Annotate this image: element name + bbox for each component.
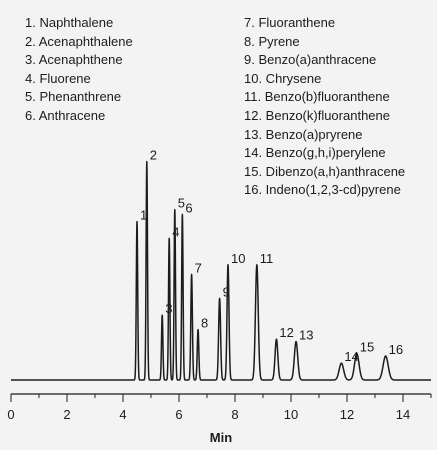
- legend-entry: 13. Benzo(a)pryrene: [244, 126, 363, 142]
- legend-entry: 15. Dibenzo(a,h)anthracene: [244, 163, 406, 179]
- legend-entry: 3. Acenaphthene: [25, 52, 123, 68]
- legend-entry: 1. Naphthalene: [25, 15, 114, 30]
- legend-entry: 7. Fluoranthene: [244, 15, 336, 30]
- peak-label: 5: [178, 196, 185, 211]
- x-axis-ticks: 0 2 4 6 8 10 12 14: [7, 394, 432, 422]
- peak-label: 14: [344, 349, 358, 364]
- legend-entry: 5. Phenanthrene: [25, 89, 122, 105]
- peak-label: 9: [223, 284, 230, 299]
- peak-label: 2: [150, 148, 157, 163]
- x-tick-label: 2: [63, 407, 70, 422]
- peak-label: 15: [360, 340, 374, 355]
- legend-entry: 9. Benzo(a)anthracene: [244, 52, 377, 68]
- legend-entry: 16. Indeno(1,2,3-cd)pyrene: [244, 182, 401, 198]
- x-tick-label: 8: [231, 407, 238, 422]
- peak-label: 8: [201, 316, 208, 331]
- peak-label: 13: [299, 328, 313, 343]
- peak-label: 6: [185, 200, 192, 215]
- x-tick-label: 0: [7, 407, 14, 422]
- legend-entry: 2. Acenaphthalene: [25, 33, 133, 49]
- legend-entry: 10. Chrysene: [244, 70, 322, 86]
- legend-entry: 11. Benzo(b)fluoranthene: [244, 89, 390, 105]
- peak-label: 16: [389, 342, 403, 357]
- legend-entry: 12. Benzo(k)fluoranthene: [244, 107, 390, 123]
- legend-entry: 4. Fluorene: [25, 70, 91, 86]
- x-tick-label: 6: [175, 407, 182, 422]
- x-axis-title: Min: [210, 430, 232, 445]
- peak-label: 10: [231, 251, 245, 266]
- x-tick-label: 12: [340, 407, 354, 422]
- legend-entry: 14. Benzo(g,h,i)perylene: [244, 145, 386, 161]
- x-tick-label: 10: [284, 407, 298, 422]
- chromatogram-trace: [10, 160, 432, 381]
- legend-entry: 8. Pyrene: [244, 33, 300, 49]
- legend-entry: 6. Anthracene: [25, 107, 106, 123]
- peak-legend-right: 7. Fluoranthene 8. Pyrene 9. Benzo(a)ant…: [244, 14, 405, 200]
- peak-label: 12: [279, 325, 293, 340]
- peak-label: 11: [260, 251, 274, 266]
- x-tick-label: 4: [119, 407, 126, 422]
- peak-label: 7: [195, 260, 202, 275]
- x-tick-label: 14: [396, 407, 410, 422]
- peak-legend-left: 1. Naphthalene 2. Acenaphthalene 3. Acen…: [25, 14, 133, 126]
- peak-label: 1: [140, 208, 147, 223]
